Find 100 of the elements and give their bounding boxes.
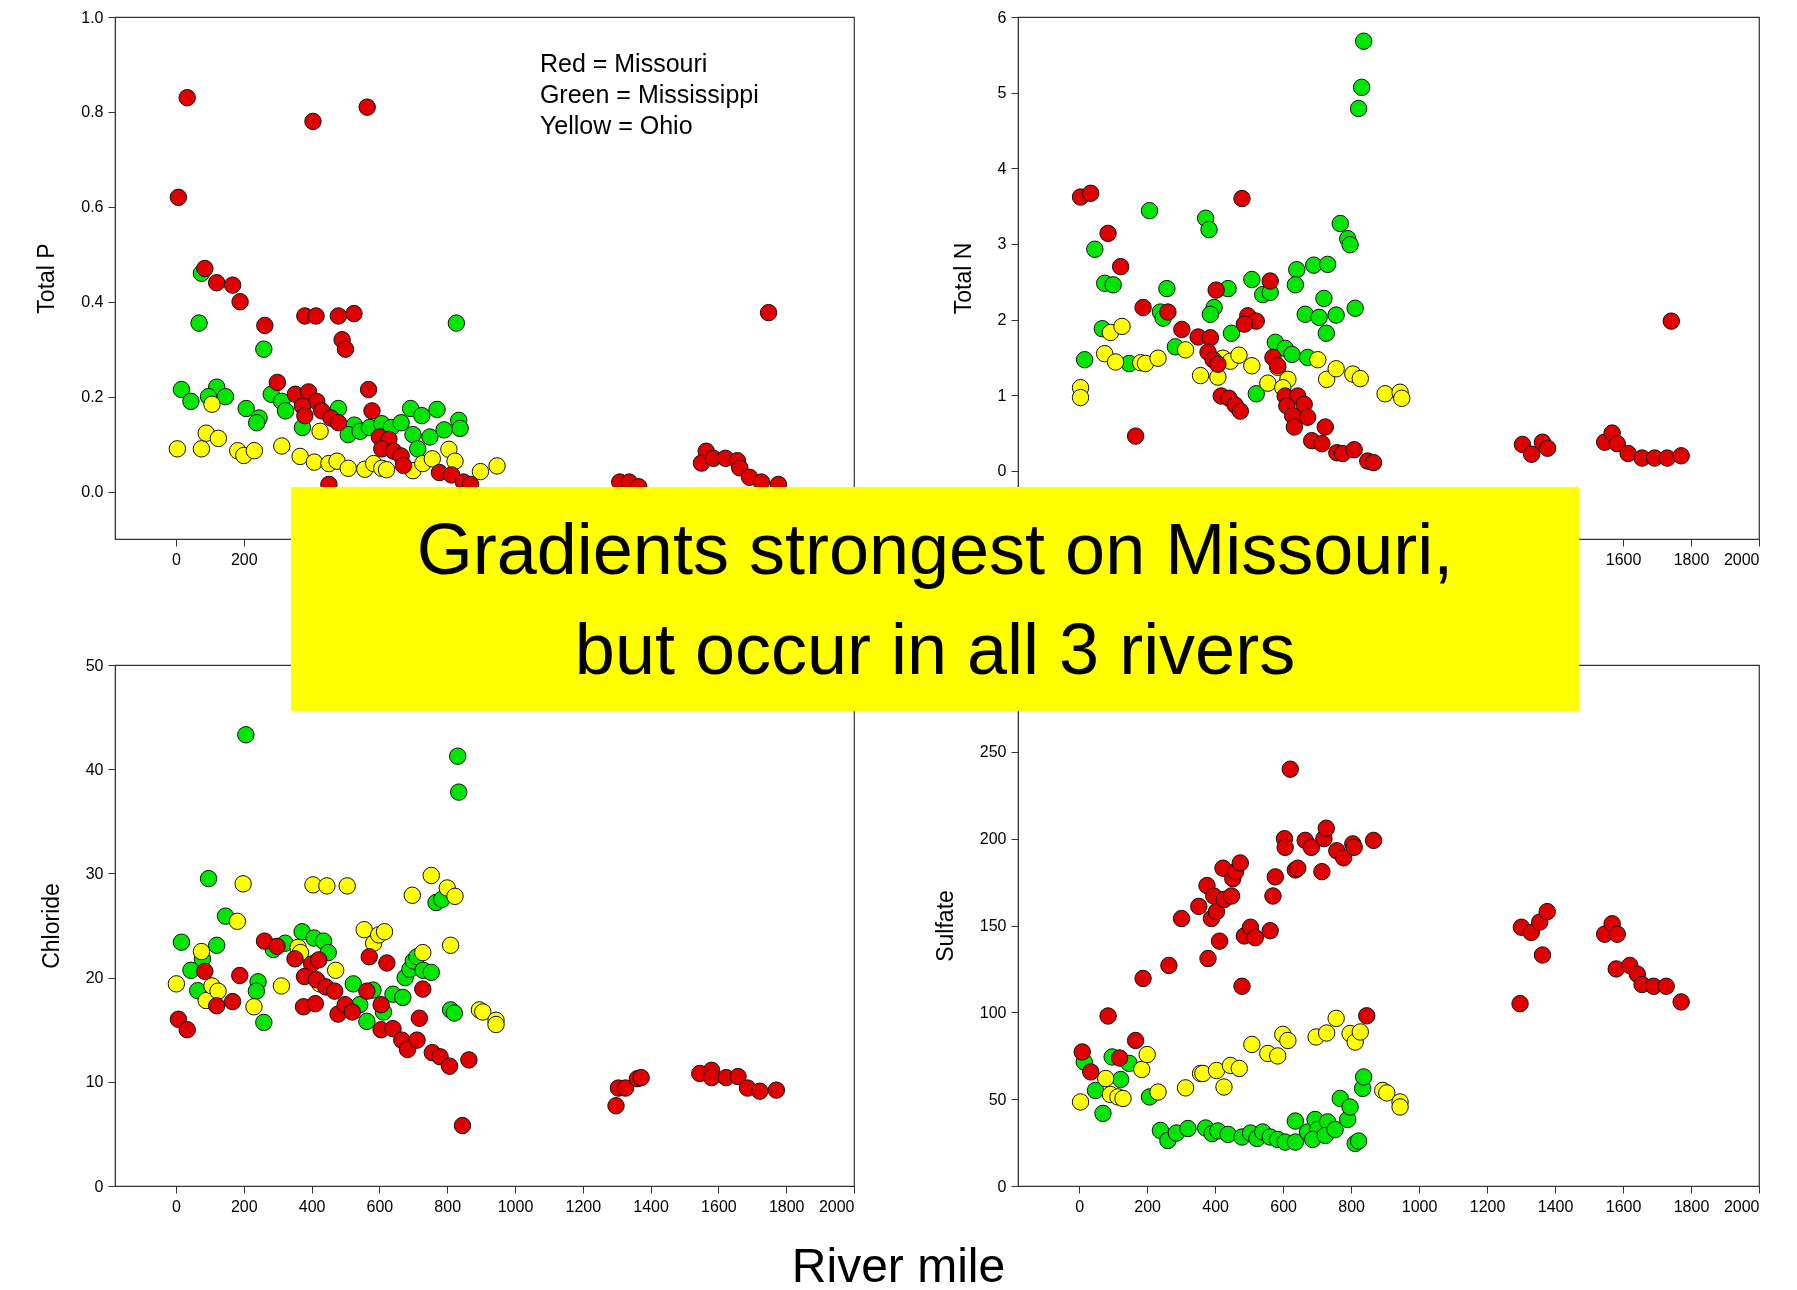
- point: [325, 982, 344, 1000]
- point: [1114, 1089, 1132, 1108]
- x-tick-label: 600: [366, 1197, 394, 1215]
- x-tick-label: 200: [230, 550, 258, 568]
- point: [421, 428, 439, 446]
- point: [1266, 868, 1285, 886]
- point: [488, 457, 506, 475]
- y-tick-label: 50: [988, 1090, 1007, 1108]
- point: [414, 980, 432, 998]
- point: [178, 88, 196, 107]
- point: [178, 1021, 196, 1039]
- point: [167, 975, 186, 993]
- point: [169, 188, 188, 207]
- point: [1190, 897, 1208, 916]
- point: [1243, 1035, 1261, 1054]
- x-tick-label: 1000: [1401, 1197, 1438, 1215]
- point: [286, 950, 304, 968]
- point: [311, 422, 329, 440]
- point: [445, 1004, 464, 1022]
- point: [304, 876, 322, 894]
- point: [1326, 1120, 1344, 1139]
- point: [1327, 1009, 1345, 1028]
- point: [1364, 831, 1383, 850]
- point: [1317, 1024, 1336, 1042]
- point: [384, 1019, 402, 1038]
- x-tick-label: 200: [230, 1197, 258, 1215]
- point: [326, 961, 345, 980]
- point: [702, 1068, 721, 1087]
- point: [607, 1097, 625, 1115]
- point: [1233, 977, 1251, 995]
- y-tick-label: 250: [979, 743, 1007, 761]
- x-tick-label: 600: [1270, 1197, 1298, 1215]
- point: [1672, 993, 1690, 1011]
- point: [223, 276, 242, 294]
- point: [192, 440, 211, 458]
- point: [207, 274, 226, 292]
- y-tick-label: 1.0: [81, 8, 104, 26]
- y-tick-label: 0.6: [81, 198, 104, 216]
- point: [474, 1003, 492, 1021]
- point: [291, 447, 309, 466]
- point: [1286, 1112, 1305, 1130]
- point: [256, 316, 274, 335]
- point: [268, 373, 287, 392]
- point: [1657, 977, 1675, 995]
- point: [255, 1013, 273, 1032]
- point: [414, 943, 432, 962]
- y-tick-label: 2: [997, 311, 1007, 329]
- y-tick-label: 20: [85, 969, 104, 987]
- point: [245, 442, 264, 460]
- y-axis-title: Chloride: [37, 883, 64, 969]
- x-tick-label: 0: [1075, 1197, 1085, 1215]
- point: [216, 387, 235, 406]
- point: [307, 307, 325, 325]
- point: [1349, 1132, 1368, 1150]
- point: [1231, 854, 1250, 872]
- text: Gradients strongest on Missouri, but occur in all 3 rivers: [291, 487, 1579, 711]
- point: [1219, 1125, 1237, 1144]
- point: [751, 1082, 769, 1100]
- point: [237, 726, 255, 744]
- x-tick-label: 0: [172, 1197, 182, 1215]
- point: [336, 340, 355, 358]
- point: [392, 414, 410, 432]
- point: [1133, 1060, 1151, 1079]
- point: [1215, 1078, 1233, 1096]
- point: [276, 402, 295, 420]
- point: [209, 982, 227, 1000]
- x-tick-label: 1200: [565, 1197, 602, 1215]
- point: [1538, 902, 1556, 921]
- y-tick-label: 0: [997, 1177, 1007, 1195]
- point: [375, 923, 394, 941]
- point: [1334, 849, 1353, 867]
- y-tick-label: 0.2: [81, 388, 104, 406]
- y-tick-label: 10: [85, 1073, 104, 1091]
- point: [272, 977, 291, 995]
- y-axis-title: Total N: [949, 242, 976, 315]
- point: [1099, 1007, 1117, 1025]
- point: [1073, 1043, 1091, 1061]
- point: [1210, 932, 1229, 950]
- point: [446, 452, 464, 470]
- point: [343, 1003, 362, 1021]
- point: [1086, 1081, 1105, 1100]
- point: [435, 421, 453, 439]
- point: [1351, 1023, 1369, 1041]
- point: [408, 1031, 426, 1049]
- point: [1286, 1133, 1305, 1151]
- x-tick-label: 1400: [1537, 1197, 1574, 1215]
- point: [199, 869, 218, 888]
- point: [296, 406, 314, 425]
- point: [1149, 1083, 1167, 1101]
- point: [487, 1015, 505, 1034]
- y-tick-label: 150: [979, 917, 1007, 934]
- point: [1511, 994, 1529, 1013]
- point: [372, 995, 390, 1014]
- point: [237, 399, 255, 418]
- point: [355, 920, 373, 939]
- x-tick-label: 200: [1134, 1197, 1162, 1215]
- x-tick-label: 1600: [1605, 1197, 1642, 1215]
- point: [413, 406, 431, 425]
- x-tick-label: 1400: [633, 1197, 669, 1215]
- point: [1134, 969, 1152, 988]
